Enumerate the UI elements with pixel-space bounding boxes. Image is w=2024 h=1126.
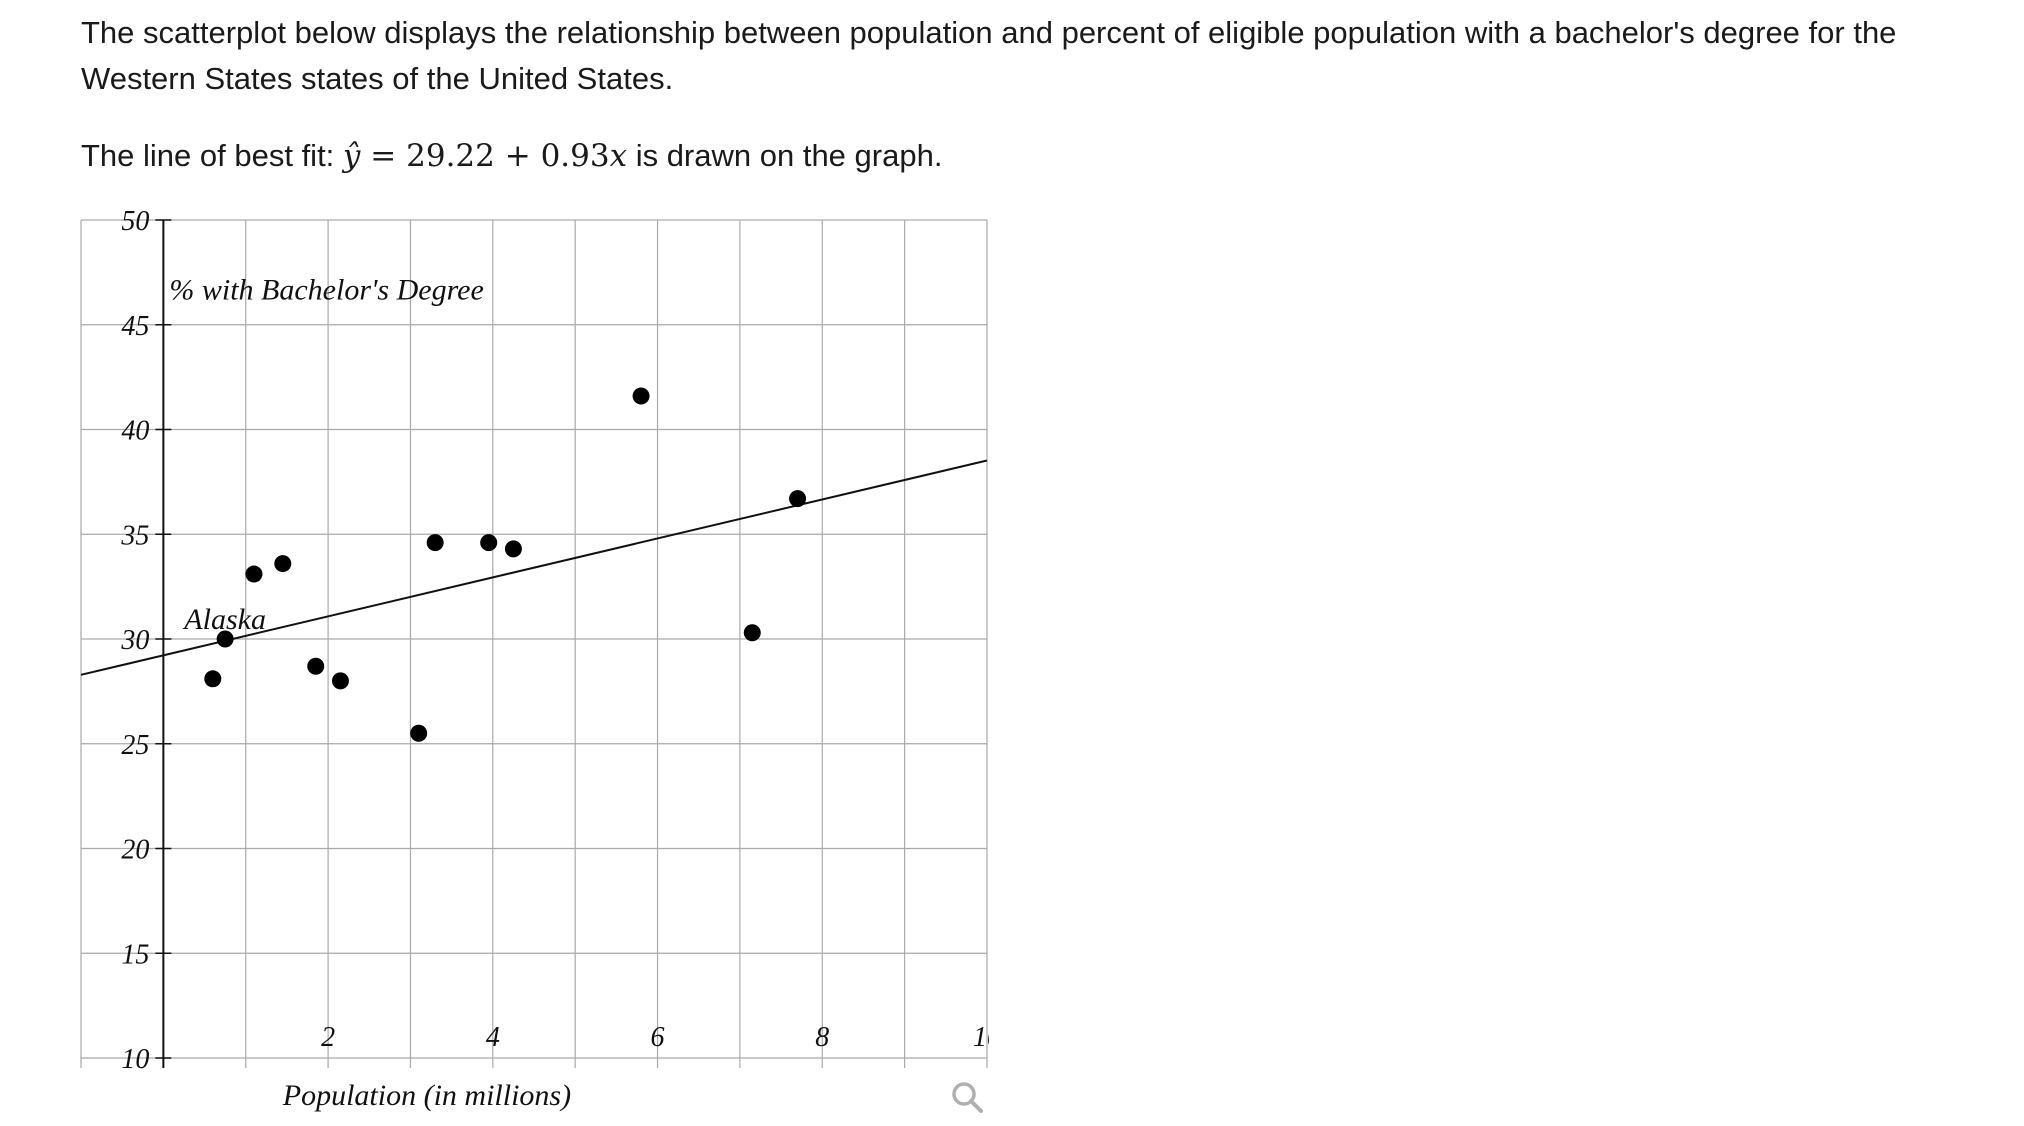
y-tick-label: 10: [121, 1044, 149, 1075]
x-tick-label: 8: [815, 1022, 829, 1053]
question-text: The scatterplot below displays the relat…: [81, 15, 1897, 96]
x-axis-title: Population (in millions): [282, 1079, 571, 1112]
points-layer: Alaska: [182, 387, 807, 742]
y-tick-label: 45: [121, 311, 149, 342]
fit-prefix: The line of best fit:: [81, 138, 343, 173]
y-tick-label: 20: [121, 835, 149, 866]
y-tick-label: 40: [121, 416, 149, 447]
data-point: [789, 490, 807, 508]
fit-equals: =: [360, 138, 407, 174]
data-point: [245, 565, 263, 583]
axes: [155, 219, 172, 1068]
fit-slope: 0.93: [540, 138, 610, 174]
point-label: Alaska: [182, 603, 266, 636]
y-tick-label: 50: [121, 206, 149, 237]
data-point: [410, 724, 428, 742]
x-tick-label: 10: [973, 1022, 1001, 1053]
fit-line-layer: [80, 459, 988, 676]
data-point: [743, 624, 761, 642]
y-tick-label: 25: [121, 730, 149, 761]
data-point: [204, 670, 222, 688]
fit-equation: ŷ = 29.22 + 0.93x: [343, 138, 627, 174]
x-tick-label: 4: [486, 1022, 500, 1053]
fit-suffix: is drawn on the graph.: [627, 138, 943, 173]
y-tick-label: 35: [120, 520, 149, 551]
tick-labels: 10 15 20 25 30 35 40 45 50 2 4 6 8 10: [120, 206, 1001, 1075]
y-axis-title: % with Bachelor's Degree: [169, 274, 483, 307]
data-point: [274, 555, 292, 573]
x-tick-label: 2: [321, 1022, 335, 1053]
fit-plus: +: [494, 138, 541, 174]
best-fit-line: [80, 459, 988, 676]
grid: [80, 219, 988, 1068]
data-point: [426, 534, 444, 552]
data-point: [480, 534, 498, 552]
data-point: [331, 672, 349, 690]
fit-yhat: ŷ: [342, 138, 361, 174]
x-tick-label: 6: [651, 1022, 665, 1053]
data-point: [216, 630, 234, 648]
data-point: [632, 387, 650, 405]
magnifier-icon[interactable]: [950, 1080, 984, 1114]
y-tick-label: 15: [121, 939, 149, 970]
data-point: [504, 540, 522, 558]
fit-intercept: 29.22: [406, 138, 495, 174]
y-tick-label: 30: [120, 625, 149, 656]
best-fit-statement: The line of best fit: ŷ = 29.22 + 0.93x …: [81, 133, 942, 179]
data-point: [307, 657, 325, 675]
fit-variable: x: [609, 138, 628, 174]
